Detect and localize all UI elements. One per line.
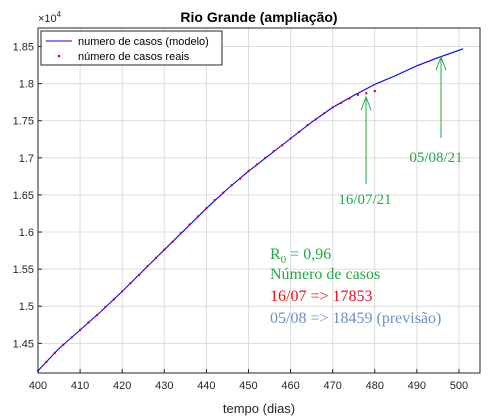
- annotation-0508: 05/08/21: [409, 55, 463, 166]
- x-tick-label: 450: [239, 380, 257, 392]
- info-text-block: R0 = 0,96 Número de casos 16/07 => 17853…: [270, 246, 441, 327]
- real-case-point: [264, 156, 267, 159]
- real-case-point: [213, 198, 216, 202]
- real-case-point: [171, 240, 174, 243]
- info-line-0508: 05/08 => 18459 (previsão): [270, 310, 441, 327]
- real-case-point: [238, 177, 242, 180]
- annotation-1607-arrow-head: [360, 95, 372, 111]
- real-case-point: [87, 321, 90, 324]
- real-case-point: [222, 191, 225, 194]
- x-axis-label: tempo (dias): [223, 401, 295, 416]
- real-case-point: [45, 360, 48, 364]
- real-case-point: [205, 207, 208, 210]
- info-heading: Número de casos: [270, 266, 380, 283]
- real-case-point: [196, 215, 200, 218]
- real-case-point: [314, 118, 317, 121]
- y-tick-label: 1.7: [19, 153, 34, 165]
- y-tick-label: 1.5: [19, 301, 34, 313]
- legend: numero de casos (modelo) número de casos…: [40, 30, 223, 66]
- real-case-point: [297, 130, 301, 134]
- real-case-point: [53, 351, 56, 355]
- y-tick-label: 1.45: [13, 338, 34, 350]
- real-case-point: [247, 170, 250, 173]
- plot-area-background: [38, 28, 480, 373]
- y-tick-label: 1.55: [13, 264, 34, 276]
- x-tick-label: 490: [408, 380, 426, 392]
- real-case-point: [356, 93, 360, 97]
- info-r0-prefix: R: [270, 246, 281, 263]
- info-r0-value: = 0,96: [286, 246, 331, 263]
- real-case-point: [62, 343, 65, 346]
- info-r0-sub: 0: [281, 254, 287, 266]
- real-case-point: [129, 282, 132, 285]
- x-tick-label: 400: [29, 380, 47, 392]
- real-case-point: [365, 92, 368, 95]
- real-case-point: [331, 106, 334, 109]
- y-tick-label: 1.65: [13, 190, 34, 202]
- x-tick-label: 420: [113, 380, 131, 392]
- axis-ticks: [37, 46, 460, 373]
- real-case-point: [146, 265, 149, 268]
- real-case-point: [272, 150, 275, 153]
- real-case-point: [137, 273, 141, 277]
- grid-lines: [37, 28, 480, 373]
- real-case-point: [121, 290, 124, 293]
- chart-title: Rio Grande (ampliação): [180, 9, 337, 25]
- plot-area-border: [37, 27, 481, 374]
- y-exponent-label: ×104: [38, 10, 62, 25]
- y-tick-label: 1.85: [13, 42, 34, 54]
- annotation-1607: 16/07/21: [338, 95, 392, 208]
- info-r0: R0 = 0,96: [270, 246, 331, 266]
- real-cases-series: [36, 89, 376, 372]
- info-line-1607: 16/07 => 17853: [270, 288, 373, 305]
- legend-real-label: número de casos reais: [78, 51, 190, 63]
- x-tick-label: 500: [450, 380, 468, 392]
- real-case-point: [78, 328, 82, 332]
- x-tick-label: 460: [281, 380, 299, 392]
- legend-model-label: numero de casos (modelo): [78, 36, 209, 48]
- real-case-point: [104, 305, 107, 309]
- real-case-point: [289, 137, 292, 140]
- y-tick-label: 1.8: [19, 79, 34, 91]
- y-tick-label: 1.75: [13, 116, 34, 128]
- y-exponent-power: 4: [57, 10, 62, 19]
- annotation-0508-text: 05/08/21: [409, 150, 462, 166]
- legend-box: [40, 30, 223, 66]
- x-tick-label: 430: [155, 380, 173, 392]
- real-case-point: [348, 97, 351, 100]
- real-case-point: [230, 184, 233, 187]
- real-case-point: [339, 101, 343, 105]
- real-case-point: [163, 248, 166, 251]
- real-case-point: [373, 89, 376, 93]
- legend-real-swatch: [57, 54, 61, 58]
- y-tick-label: 1.6: [19, 227, 34, 239]
- y-exponent-base: ×10: [38, 13, 57, 25]
- real-case-point: [188, 223, 191, 226]
- x-tick-label: 440: [197, 380, 215, 392]
- real-case-point: [70, 336, 73, 339]
- real-case-point: [255, 163, 259, 166]
- x-tick-label: 470: [323, 380, 341, 392]
- real-case-point: [95, 313, 99, 317]
- annotation-1607-text: 16/07/21: [338, 192, 391, 208]
- x-tick-label: 410: [71, 380, 89, 392]
- real-case-point: [179, 231, 183, 234]
- real-case-point: [323, 112, 326, 115]
- real-case-point: [281, 144, 284, 147]
- annotation-0508-arrow-head: [435, 55, 447, 71]
- real-case-point: [154, 256, 158, 260]
- real-case-point: [112, 298, 116, 301]
- tick-labels: 400 410 420 430 440 450 460 470 480 490 500 1.45 1.5…: [13, 42, 469, 392]
- x-tick-label: 480: [366, 380, 384, 392]
- real-case-point: [306, 124, 309, 127]
